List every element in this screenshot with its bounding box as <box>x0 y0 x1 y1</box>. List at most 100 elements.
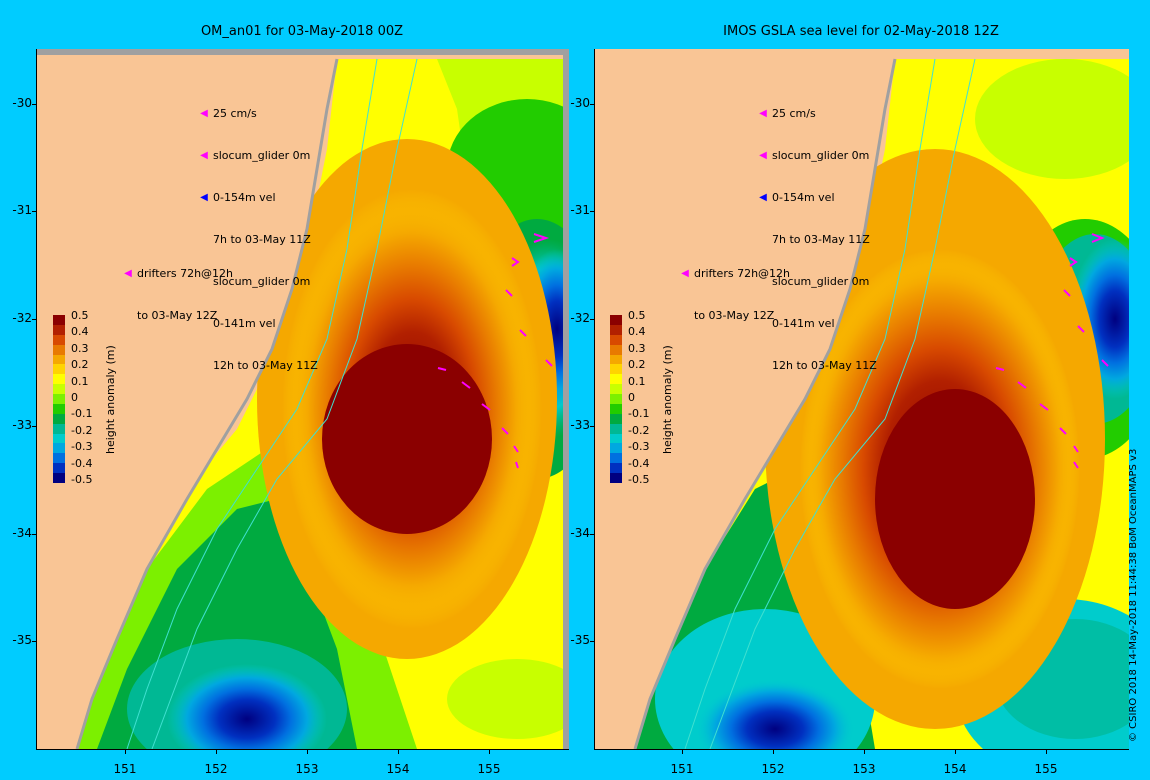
colorbar-tick-label: 0.5 <box>628 309 646 322</box>
right-map-field <box>595 49 1129 749</box>
x-tick <box>955 749 956 754</box>
colorbar-swatch <box>53 413 65 425</box>
glider-arrow <box>515 461 519 469</box>
colorbar-tick-label: -0.3 <box>71 440 93 454</box>
credit-text: © CSIRO 2018 14-May-2018 11:44:38 BoM Oc… <box>1128 448 1139 742</box>
colorbar-tick-label: -0.4 <box>71 456 93 470</box>
colorbar-tick-label: -0.5 <box>71 473 93 486</box>
y-tick-label: -31 <box>570 203 590 218</box>
x-tick-label: 155 <box>1034 762 1058 776</box>
y-tick-label: -35 <box>570 633 590 647</box>
glider-arrow <box>533 233 550 243</box>
y-tick <box>32 426 37 428</box>
colorbar-swatch <box>610 433 622 444</box>
colorbar-tick-label: -0.2 <box>71 423 93 437</box>
right-map[interactable] <box>594 49 1129 750</box>
colorbar-swatch <box>53 403 65 415</box>
colorbar-tick-label: 0.1 <box>71 374 89 388</box>
y-tick-label: -35 <box>12 633 32 647</box>
x-tick-label: 153 <box>852 762 876 776</box>
velocity-arrow-icon: ◀ <box>759 192 767 203</box>
glider-arrow <box>513 445 519 453</box>
glider-arrow <box>1039 403 1049 411</box>
legend-line: 25 cm/s <box>213 107 257 120</box>
legend-line: slocum_glider 0m <box>772 275 870 288</box>
colorbar-swatch <box>610 453 622 464</box>
glider-arrow <box>1073 445 1079 453</box>
glider-arrow <box>545 359 553 367</box>
colorbar-swatch <box>53 433 65 444</box>
legend-line: to 03-May 12Z <box>137 309 218 322</box>
colorbar-tick-label: -0.1 <box>71 407 93 421</box>
legend-line: 0-154m vel <box>772 191 835 204</box>
colorbar-swatch <box>53 354 65 365</box>
colorbar-tick-label: 0 <box>628 391 635 404</box>
y-tick-label: -32 <box>570 310 590 325</box>
y-tick-label: -30 <box>570 96 590 110</box>
colorbar-tick-label: 0.4 <box>71 325 89 339</box>
glider-arrow <box>461 381 471 389</box>
left-colorbar <box>53 315 65 484</box>
colorbar-swatch <box>53 473 65 484</box>
colorbar-tick-label: -0.5 <box>628 473 650 486</box>
colorbar-swatch <box>610 413 622 425</box>
left-map[interactable] <box>36 49 569 750</box>
glider-arrow-icon: ◀ <box>759 150 767 161</box>
glider-arrow-icon: ◀ <box>200 150 208 161</box>
glider-arrow <box>511 257 520 267</box>
glider-arrow <box>1063 289 1071 297</box>
glider-arrow <box>1101 359 1109 367</box>
x-tick-label: 151 <box>113 762 137 776</box>
legend-line: 12h to 03-May 11Z <box>213 359 318 372</box>
y-tick <box>590 426 595 428</box>
y-tick <box>590 104 595 105</box>
colorbar-swatch <box>610 443 622 454</box>
x-tick-label: 154 <box>386 762 410 776</box>
glider-arrow <box>995 367 1005 371</box>
colorbar-swatch <box>610 334 622 346</box>
x-tick <box>489 749 490 754</box>
left-map-field <box>37 49 569 749</box>
colorbar-tick-label: -0.4 <box>628 456 650 470</box>
colorbar-swatch <box>610 463 622 474</box>
legend-line: 7h to 03-May 11Z <box>772 233 870 246</box>
glider-arrow-icon: ◀ <box>759 108 767 119</box>
y-tick-label: -31 <box>12 203 32 218</box>
legend-line: slocum_glider 0m <box>772 149 870 162</box>
colorbar-swatch <box>53 453 65 464</box>
x-tick-label: 154 <box>943 762 967 776</box>
glider-arrow <box>1017 381 1027 389</box>
colorbar-swatch <box>53 364 65 375</box>
colorbar-swatch <box>610 394 622 405</box>
colorbar-swatch <box>53 394 65 405</box>
right-colorbar <box>610 315 622 484</box>
colorbar-swatch <box>53 324 65 336</box>
colorbar-tick-label: -0.3 <box>628 440 650 454</box>
colorbar-swatch <box>53 443 65 454</box>
legend-line: 0-141m vel <box>772 317 835 330</box>
colorbar-tick-label: 0 <box>71 391 78 404</box>
colorbar-swatch <box>610 423 622 435</box>
colorbar-swatch <box>53 315 65 326</box>
x-tick <box>682 749 683 754</box>
left-map-title: OM_an01 for 03-May-2018 00Z <box>200 24 404 39</box>
legend-line: slocum_glider 0m <box>213 149 311 162</box>
colorbar-tick-label: 0.3 <box>628 341 646 355</box>
y-tick <box>590 641 595 642</box>
x-tick <box>1046 749 1047 754</box>
legend-line: 0-141m vel <box>213 317 276 330</box>
colorbar-swatch <box>53 384 65 395</box>
legend-line: drifters 72h@12h <box>137 267 234 280</box>
drifter-arrow-icon: ◀ <box>681 268 689 279</box>
legend-line: 12h to 03-May 11Z <box>772 359 877 372</box>
x-tick <box>864 749 865 754</box>
x-tick-label: 155 <box>477 762 501 776</box>
legend-line: 7h to 03-May 11Z <box>213 233 311 246</box>
legend-line: drifters 72h@12h <box>694 267 791 280</box>
y-tick <box>32 533 37 535</box>
x-tick <box>398 749 399 754</box>
colorbar-tick-label: 0.3 <box>71 341 89 355</box>
colorbar-tick-label: 0.1 <box>628 374 646 388</box>
colorbar-tick-label: 0.5 <box>71 309 89 322</box>
